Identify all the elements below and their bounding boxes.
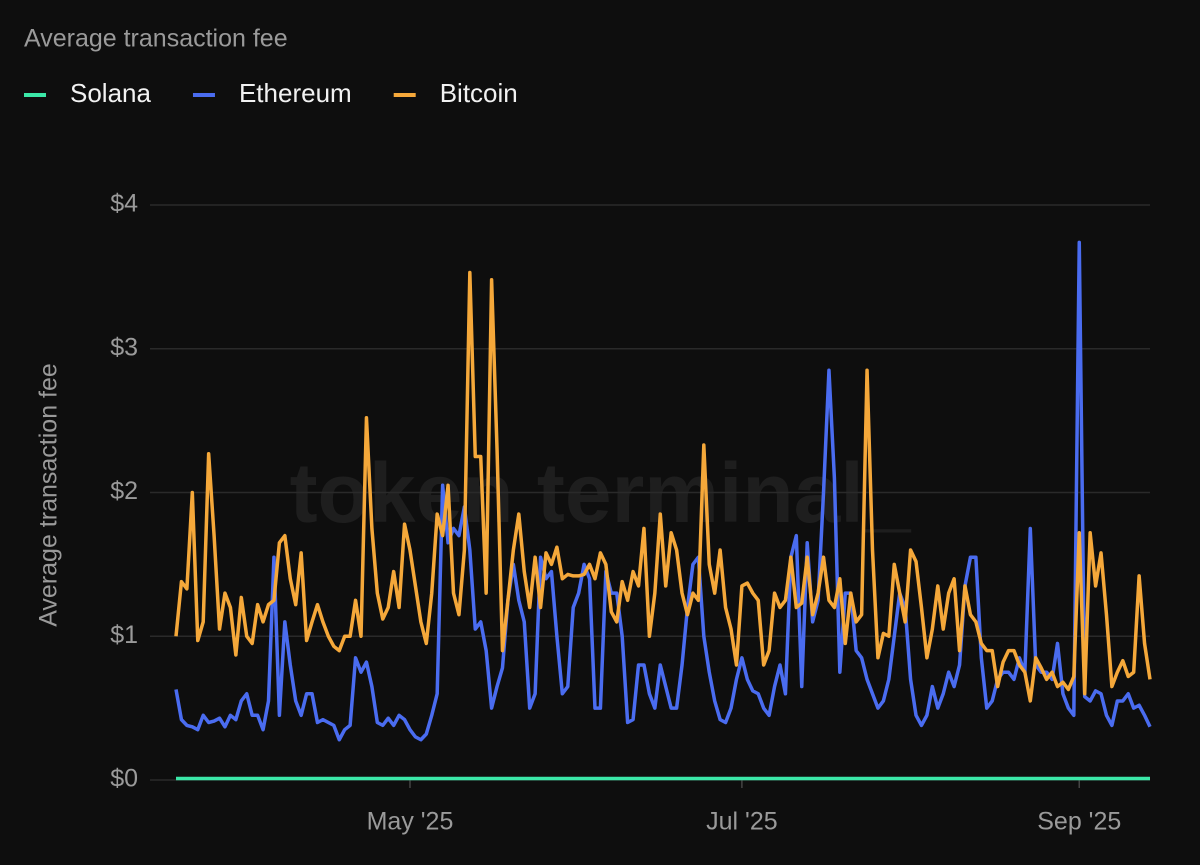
x-tick-label: Jul '25 — [706, 808, 777, 836]
y-tick-label: $0 — [110, 765, 138, 793]
series-line — [174, 240, 1152, 742]
legend-label: Bitcoin — [440, 78, 518, 108]
x-tick-label: May '25 — [367, 808, 454, 836]
y-tick-label: $3 — [110, 333, 138, 361]
legend-label: Ethereum — [239, 78, 352, 108]
y-tick-label: $1 — [110, 621, 138, 649]
y-tick-label: $2 — [110, 477, 138, 505]
y-axis-label: Average transaction fee — [35, 363, 63, 627]
series-line — [174, 270, 1152, 703]
legend-label: Solana — [70, 78, 151, 108]
chart-title: Average transaction fee — [24, 25, 288, 53]
y-tick-label: $4 — [110, 190, 138, 218]
x-tick-label: Sep '25 — [1037, 808, 1121, 836]
